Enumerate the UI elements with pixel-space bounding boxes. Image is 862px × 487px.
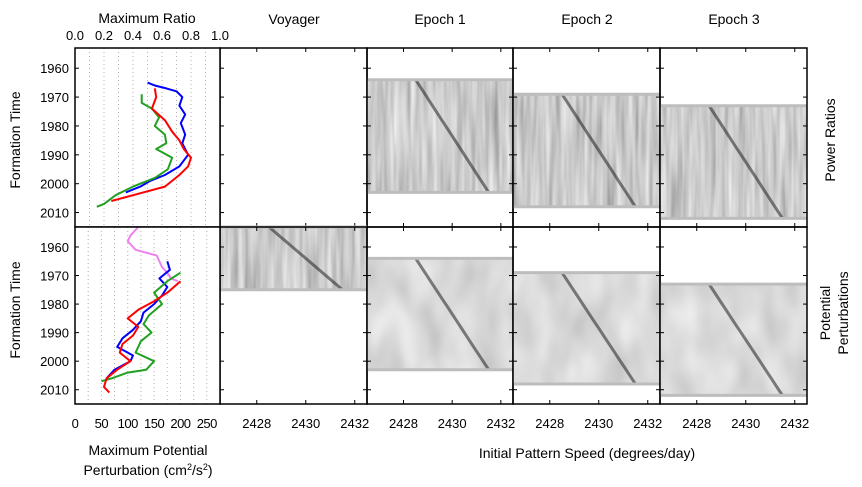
row-title-potential: Potential bbox=[817, 286, 833, 340]
column-title-epoch-1: Epoch 1 bbox=[414, 11, 466, 27]
row-title-perturbations: Perturbations bbox=[835, 271, 851, 354]
bottom-tick-label: 2428 bbox=[389, 416, 418, 431]
top-tick-label: 0.8 bbox=[182, 28, 200, 43]
spectrogram-panel-potential-voyager bbox=[219, 225, 368, 405]
bottom-tick-label: 2428 bbox=[242, 416, 271, 431]
bottom-axis-tick-labels: 2428 2430 2432 2428 2430 2432 2428 2430 2432 2428… bbox=[242, 416, 809, 431]
y-tick-label: 2010 bbox=[40, 383, 69, 398]
spectrogram-fill bbox=[513, 94, 660, 207]
top-tick-label: 0.6 bbox=[153, 28, 171, 43]
y-tick-label: 1970 bbox=[40, 269, 69, 284]
bottom-tick-label: 2428 bbox=[535, 416, 564, 431]
series-line-1 bbox=[105, 261, 171, 379]
panel-frame bbox=[659, 226, 808, 405]
panel-frame bbox=[219, 47, 368, 228]
y-tick-label: 1980 bbox=[40, 297, 69, 312]
spectrogram-ridge bbox=[707, 283, 784, 397]
y-tick-label: 1990 bbox=[40, 148, 69, 163]
top-tick-label: 0.4 bbox=[124, 28, 142, 43]
spectrogram-panel-power-ratios-voyager bbox=[219, 47, 368, 228]
top-tick-label: 1.0 bbox=[211, 28, 229, 43]
bottom-left-tick-label: 50 bbox=[95, 416, 109, 431]
series-line-0 bbox=[126, 226, 179, 283]
column-title-epoch-3: Epoch 3 bbox=[708, 11, 760, 27]
max-ratio-panel bbox=[74, 47, 221, 228]
series-line-2 bbox=[101, 271, 182, 383]
bottom-tick-label: 2430 bbox=[584, 416, 613, 431]
spectrogram-fill bbox=[660, 284, 807, 396]
y-axis-title-top: Formation Time bbox=[7, 91, 23, 188]
panel-background bbox=[75, 48, 220, 227]
spectrogram-panel-power-ratios-epoch-3 bbox=[659, 47, 808, 228]
column-title-epoch-2: Epoch 2 bbox=[561, 11, 613, 27]
bottom-tick-label: 2430 bbox=[291, 416, 320, 431]
top-tick-label: 0.0 bbox=[66, 28, 84, 43]
top-axis-tick-labels: 0.0 0.2 0.4 0.6 0.8 1.0 bbox=[66, 28, 229, 43]
y-tick-label: 1980 bbox=[40, 119, 69, 134]
bottom-left-tick-label: 250 bbox=[197, 416, 217, 431]
row-title-power-ratios: Power Ratios bbox=[822, 98, 838, 181]
bottom-tick-label: 2428 bbox=[682, 416, 711, 431]
y-tick-label: 2000 bbox=[40, 354, 69, 369]
spectrogram-panel-potential-epoch-2 bbox=[512, 226, 661, 405]
spectrogram-ridge bbox=[268, 225, 344, 291]
spectrogram-fill bbox=[513, 272, 660, 385]
spectrogram-ridge bbox=[414, 78, 490, 194]
spectrogram-fill bbox=[367, 79, 513, 193]
y-tick-label: 2010 bbox=[40, 206, 69, 221]
panel-frame bbox=[74, 226, 221, 405]
bottom-tick-label: 2432 bbox=[633, 416, 662, 431]
y-tick-label: 1960 bbox=[40, 61, 69, 76]
panel-background bbox=[75, 227, 220, 404]
spectrogram-panel-power-ratios-epoch-1 bbox=[366, 47, 514, 228]
spectrogram-panel-potential-epoch-1 bbox=[366, 226, 514, 405]
bottom-tick-label: 2430 bbox=[438, 416, 467, 431]
series-line-0 bbox=[125, 81, 190, 194]
bottom-tick-label: 2432 bbox=[486, 416, 515, 431]
spectrogram-ridge bbox=[414, 257, 490, 371]
y-tick-label: 2000 bbox=[40, 177, 69, 192]
top-tick-label: 0.2 bbox=[95, 28, 113, 43]
bottom-tick-label: 2432 bbox=[780, 416, 809, 431]
spectrogram-fill bbox=[220, 227, 367, 290]
spectrogram-fill bbox=[660, 105, 807, 219]
spectrogram-ridge bbox=[560, 271, 637, 385]
series-line-3 bbox=[103, 280, 182, 394]
spectrogram-ridge bbox=[707, 104, 784, 220]
bottom-left-tick-label: 150 bbox=[144, 416, 164, 431]
max-potential-panel bbox=[74, 226, 221, 405]
bottom-left-tick-label: 100 bbox=[118, 416, 138, 431]
spectrogram-fill bbox=[367, 258, 513, 370]
bottom-tick-label: 2432 bbox=[340, 416, 369, 431]
bottom-left-axis-title-line1: Maximum Potential bbox=[88, 442, 207, 458]
y-tick-label: 1960 bbox=[40, 240, 69, 255]
bottom-tick-label: 2430 bbox=[731, 416, 760, 431]
top-axis-title: Maximum Ratio bbox=[98, 10, 195, 26]
bottom-left-axis-tick-labels: 0 50 100 150 200 250 bbox=[72, 416, 218, 431]
column-title-voyager: Voyager bbox=[268, 11, 320, 27]
y-axis-tick-labels: 1960 1970 1980 1990 2000 2010 1960 1970 1980 1990… bbox=[40, 61, 69, 398]
bottom-left-tick-label: 0 bbox=[72, 416, 79, 431]
y-tick-label: 1990 bbox=[40, 326, 69, 341]
bottom-left-axis-title-line2: Perturbation (cm2/s2) bbox=[83, 462, 212, 478]
panel-grid bbox=[74, 47, 808, 405]
bottom-axis-title: Initial Pattern Speed (degrees/day) bbox=[479, 445, 695, 461]
y-tick-label: 1970 bbox=[40, 90, 69, 105]
spectrogram-ridge bbox=[560, 93, 637, 208]
bottom-left-tick-label: 200 bbox=[170, 416, 190, 431]
series-line-2 bbox=[111, 88, 192, 202]
spectrogram-panel-power-ratios-epoch-2 bbox=[512, 47, 661, 228]
spectrogram-panel-potential-epoch-3 bbox=[659, 226, 808, 405]
y-axis-title-bottom: Formation Time bbox=[7, 261, 23, 358]
